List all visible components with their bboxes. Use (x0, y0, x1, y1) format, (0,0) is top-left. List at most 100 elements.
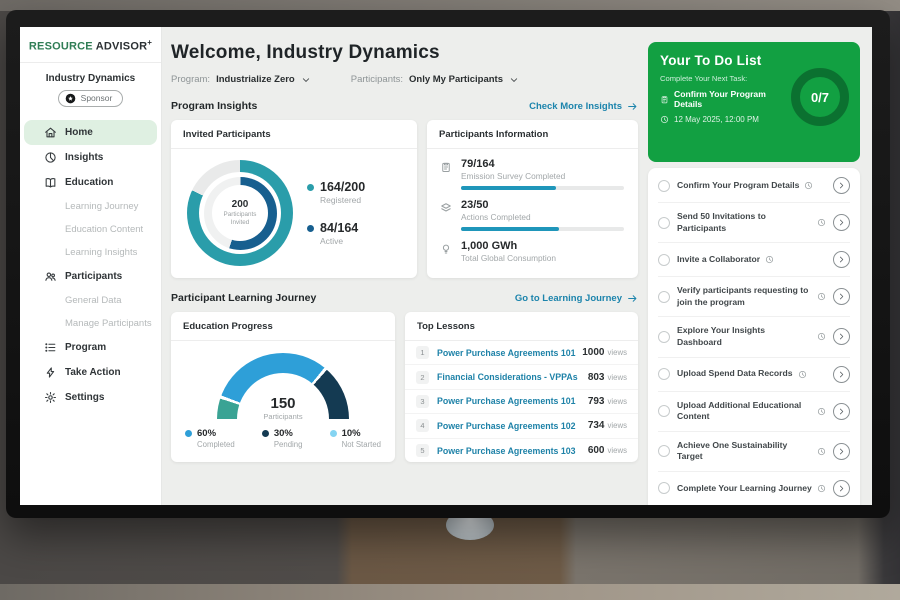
sponsor-badge: Sponsor (57, 89, 124, 107)
legend-label: Not Started (341, 440, 381, 449)
task-checkbox[interactable] (658, 445, 670, 458)
sidebar-item[interactable]: Learning Insights (24, 241, 157, 264)
legend-dot (185, 430, 192, 437)
sidebar-item[interactable]: Settings (24, 385, 157, 410)
page-title: Welcome, Industry Dynamics (171, 42, 440, 63)
task-open-button[interactable] (833, 442, 850, 460)
lesson-rank-badge: 5 (416, 444, 429, 458)
task-checkbox[interactable] (658, 482, 670, 495)
lesson-views-word: views (607, 396, 628, 406)
task-label: Upload Spend Data Records (677, 368, 793, 379)
program-filter-value: Industrialize Zero (216, 74, 295, 85)
task-open-button[interactable] (833, 479, 850, 497)
task-label: Complete Your Learning Journey (677, 482, 812, 493)
task-label: Send 50 Invitations to Participants (677, 211, 766, 233)
sidebar-item-label: Manage Participants (65, 317, 152, 329)
program-insights-title: Program Insights (171, 100, 258, 112)
stat-row: 1,000 GWh Total Global Consumption (427, 231, 638, 263)
settings-icon (44, 391, 57, 404)
sidebar-item[interactable]: Home (24, 119, 157, 145)
sidebar-item-label: Program (65, 341, 107, 353)
main-content: Welcome, Industry Dynamics Program: Indu… (162, 27, 648, 505)
task-open-button[interactable] (833, 177, 850, 194)
go-to-learning-journey-link[interactable]: Go to Learning Journey (515, 293, 638, 304)
sidebar-item[interactable]: Participants (24, 264, 157, 289)
monitor-bezel: RESOURCE ADVISOR+ Industry Dynamics Spon… (6, 10, 890, 518)
lesson-link[interactable]: Power Purchase Agreements 101 (437, 396, 576, 407)
invited-participants-card: Invited Participants 200 Participants Inv… (171, 120, 417, 278)
sidebar-item[interactable]: Take Action (24, 360, 157, 385)
stat-value: 1,000 GWh (461, 240, 518, 252)
gauge-center-label: Participants (263, 412, 303, 421)
clock-icon (765, 255, 774, 264)
sidebar-item-label: Education (65, 176, 114, 188)
program-filter[interactable]: Program: Industrialize Zero (171, 74, 311, 85)
lesson-row: 1 Power Purchase Agreements 101 1000 vie… (405, 341, 638, 366)
task-open-button[interactable] (833, 251, 850, 269)
gauge-center-value: 150 (270, 395, 296, 412)
task-checkbox[interactable] (658, 216, 670, 229)
check-more-insights-link[interactable]: Check More Insights (529, 101, 638, 112)
task-open-button[interactable] (833, 214, 850, 232)
participants-filter-label: Participants: (350, 74, 404, 85)
sponsor-badge-label: Sponsor (80, 93, 113, 104)
chevron-right-icon (837, 407, 846, 416)
progress-bar (461, 227, 624, 231)
participants-filter[interactable]: Participants: Only My Participants (351, 74, 519, 85)
todo-hero-card: Your To Do List Complete Your Next Task:… (648, 42, 860, 162)
task-checkbox[interactable] (658, 253, 670, 266)
legend-dot (307, 183, 314, 191)
legend-dot (261, 430, 269, 437)
task-checkbox[interactable] (658, 405, 670, 418)
participants-icon (44, 270, 57, 283)
sidebar-item[interactable]: Insights (24, 145, 157, 170)
task-checkbox[interactable] (658, 368, 670, 381)
lesson-link[interactable]: Power Purchase Agreements 103 (437, 445, 576, 456)
sidebar-nav: Home Insights Education (20, 119, 161, 410)
lesson-rank-badge: 2 (416, 370, 429, 384)
sidebar-item[interactable]: Learning Journey (24, 195, 157, 218)
task-open-button[interactable] (833, 365, 850, 383)
task-checkbox[interactable] (658, 179, 670, 192)
top-lessons-card: Top Lessons 1 Power Purchase Agreements … (405, 312, 638, 462)
app-logo: RESOURCE ADVISOR+ (20, 38, 161, 63)
clock-icon (817, 218, 826, 227)
legend-value: 84/164 (320, 221, 359, 235)
stat-label: Total Global Consumption (461, 253, 557, 263)
sidebar-item[interactable]: Education (24, 170, 157, 195)
education-icon (44, 176, 57, 189)
legend-entry: 84/164 Active (307, 221, 365, 246)
progress-bar-fill (461, 227, 559, 231)
sidebar-item[interactable]: General Data (24, 289, 157, 312)
clock-icon (817, 447, 826, 456)
todo-subtitle: Complete Your Next Task: (660, 74, 748, 83)
task-label: Upload Additional Educational Content (677, 399, 802, 422)
todo-task-row: Upload Additional Educational Content (658, 392, 850, 432)
task-open-button[interactable] (833, 402, 850, 420)
sidebar-item[interactable]: Manage Participants (24, 312, 157, 335)
lesson-link[interactable]: Power Purchase Agreements 102 (437, 420, 576, 431)
learning-journey-header: Participant Learning Journey Go to Learn… (171, 292, 638, 304)
lesson-link[interactable]: Financial Considerations - VPPAs (437, 372, 578, 383)
task-checkbox[interactable] (658, 330, 670, 343)
legend-dot (307, 224, 314, 232)
dashboard-screen: RESOURCE ADVISOR+ Industry Dynamics Spon… (20, 27, 872, 505)
chevron-right-icon (837, 292, 846, 301)
task-open-button[interactable] (833, 288, 850, 306)
task-label: Achieve One Sustainability Target (677, 439, 788, 462)
sidebar-item[interactable]: Program (24, 335, 157, 360)
task-open-button[interactable] (833, 328, 850, 346)
chevron-right-icon (837, 484, 846, 493)
task-checkbox[interactable] (658, 290, 670, 303)
lesson-views-word: views (607, 348, 628, 358)
chevron-down-icon[interactable] (301, 75, 311, 85)
chevron-down-icon[interactable] (509, 75, 519, 85)
lesson-link[interactable]: Power Purchase Agreements 101 (437, 347, 576, 358)
clipboard-icon (440, 161, 452, 173)
progress-bar-fill (461, 186, 556, 190)
sidebar-item[interactable]: Education Content (24, 218, 157, 241)
clock-icon (817, 407, 826, 416)
lesson-views-word: views (607, 372, 628, 382)
program-icon (44, 341, 57, 354)
